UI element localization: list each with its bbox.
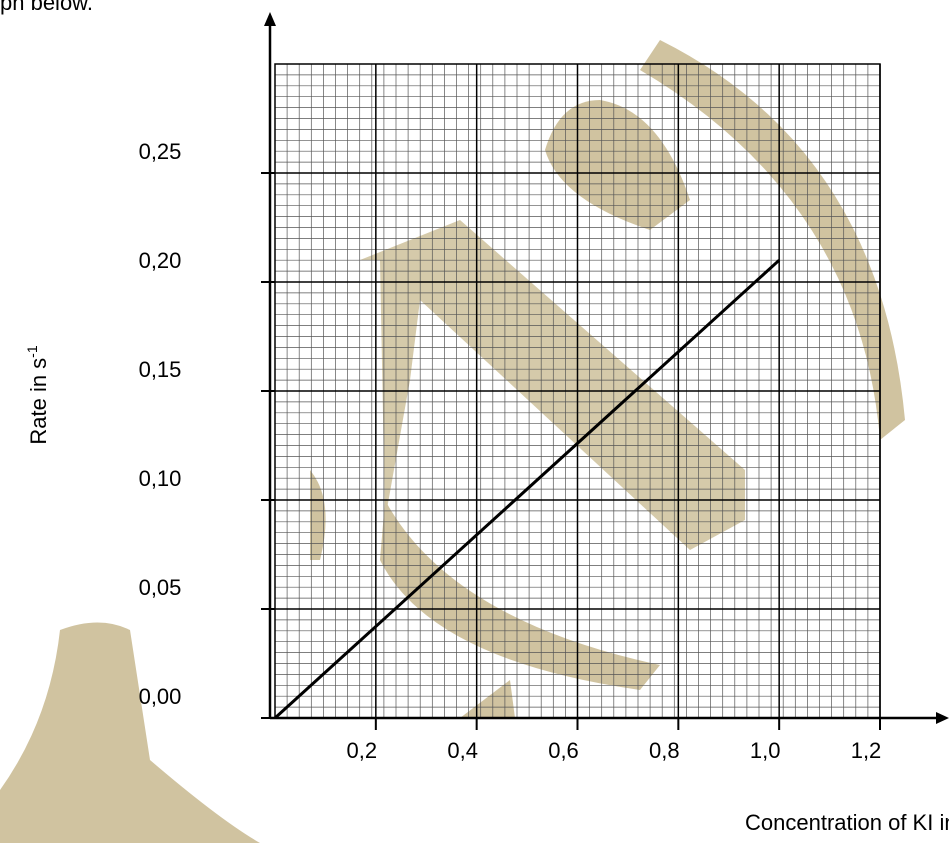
- y-tick-label: 0,00: [139, 684, 182, 709]
- x-tick-label: 0,2: [347, 738, 378, 763]
- y-axis-label: Rate in s-1: [24, 345, 51, 444]
- y-axis-arrow: [264, 12, 276, 26]
- y-tick-label: 0,15: [139, 357, 182, 382]
- watermark: [0, 40, 905, 843]
- x-tick-label: 0,4: [447, 738, 478, 763]
- x-tick-label: 1,0: [750, 738, 781, 763]
- note: ph below.: [0, 0, 93, 15]
- chart: ph below. Concentration of KI in mol.dm-…: [0, 0, 949, 843]
- x-axis-label: Concentration of KI in mol.dm-3: [745, 808, 949, 835]
- y-tick-label: 0,05: [139, 575, 182, 600]
- x-tick-label: 0,8: [649, 738, 680, 763]
- x-tick-label: 1,2: [851, 738, 882, 763]
- x-tick-label: 0,6: [548, 738, 579, 763]
- x-axis-arrow: [936, 712, 949, 724]
- y-tick-label: 0,25: [139, 139, 182, 164]
- y-tick-label: 0,10: [139, 466, 182, 491]
- y-tick-label: 0,20: [139, 248, 182, 273]
